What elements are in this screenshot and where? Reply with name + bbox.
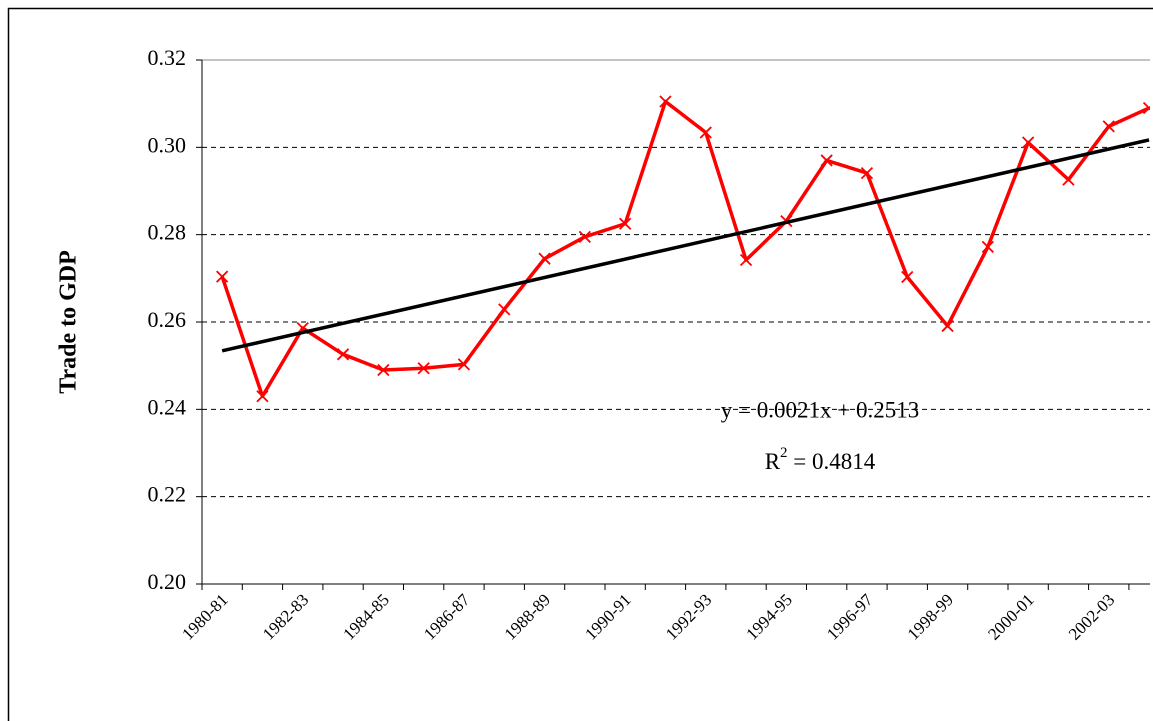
x-tick-label: 1986-87 <box>420 590 474 644</box>
data-marker <box>860 166 874 180</box>
x-tick-label: 1980-81 <box>178 590 232 644</box>
data-marker <box>578 230 591 243</box>
x-tick-label: 2000-01 <box>984 590 1038 644</box>
y-tick-label: 0.22 <box>148 482 187 507</box>
x-tick-label: 1984-85 <box>339 590 393 644</box>
trend-equation: y = 0.0021x + 0.2513 <box>721 397 919 422</box>
r-squared: R2 = 0.4814 <box>765 445 876 474</box>
r-power: 2 <box>780 445 788 461</box>
data-marker <box>699 126 712 139</box>
y-tick-label: 0.20 <box>148 569 187 594</box>
data-marker <box>901 270 914 284</box>
data-marker <box>739 253 753 267</box>
data-marker <box>1102 120 1115 133</box>
data-marker <box>538 252 551 265</box>
trend-line <box>221 138 1150 353</box>
x-tick-label: 1994-95 <box>742 590 796 644</box>
y-tick-label: 0.30 <box>148 132 187 157</box>
data-marker <box>1142 101 1150 115</box>
x-tick-label: 1988-89 <box>501 590 555 644</box>
x-tick-label: 2002-03 <box>1065 590 1119 644</box>
data-marker <box>377 363 390 377</box>
axes: 0.20 0.22 0.24 0.26 0.28 0.30 0.32 1980-81 1982-… <box>148 45 1150 644</box>
data-marker <box>619 217 632 230</box>
r-symbol: R <box>765 449 781 474</box>
data-line <box>220 99 1150 398</box>
data-marker <box>417 362 430 375</box>
y-tick-label: 0.32 <box>148 45 187 70</box>
y-axis-label: Trade to GDP <box>56 250 82 394</box>
chart-border <box>7 7 1153 721</box>
r-rest: = 0.4814 <box>788 449 876 474</box>
grid <box>202 59 1150 498</box>
x-tick-label: 1996-97 <box>823 590 877 644</box>
y-tick-label: 0.24 <box>148 394 187 419</box>
plot-area <box>216 95 1150 403</box>
data-marker <box>1062 173 1075 186</box>
y-tick-label: 0.26 <box>148 307 187 332</box>
data-marker <box>981 240 994 254</box>
x-tick-label: 1998-99 <box>904 590 958 644</box>
data-marker <box>457 358 471 371</box>
data-marker <box>941 319 954 333</box>
x-tick-label: 1990-91 <box>581 590 635 644</box>
y-tick-label: 0.28 <box>148 220 187 245</box>
data-marker <box>820 154 833 167</box>
x-tick-label: 1992-93 <box>662 590 716 644</box>
data-marker <box>659 95 672 108</box>
data-marker <box>498 303 511 316</box>
data-marker <box>256 390 269 403</box>
data-marker <box>216 270 229 283</box>
data-marker <box>1022 136 1035 149</box>
data-marker <box>336 348 350 361</box>
x-tick-label: 1982-83 <box>259 590 313 644</box>
